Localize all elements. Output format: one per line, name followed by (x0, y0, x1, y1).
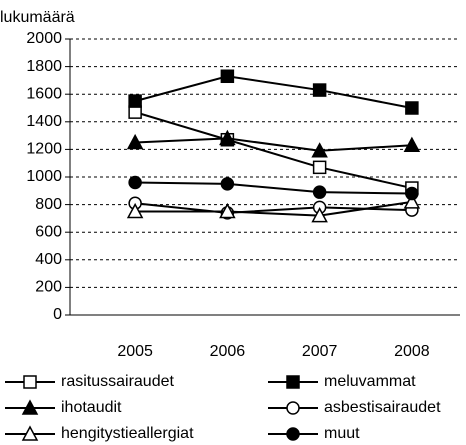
line (135, 200, 413, 217)
marker (312, 83, 327, 97)
y-axis-label: lukumäärä (0, 9, 75, 26)
marker (286, 401, 300, 415)
x-tick-label: 2005 (117, 343, 153, 360)
line (135, 181, 412, 195)
y-tick-label: 600 (35, 223, 62, 240)
marker (219, 129, 236, 146)
legend-label: ihotaudit (61, 399, 122, 416)
marker (220, 177, 235, 191)
legend-label: hengitystieallergiat (61, 425, 194, 442)
marker (286, 427, 300, 441)
y-tick-label: 1800 (26, 58, 62, 75)
line (134, 111, 413, 190)
y-tick-label: 200 (35, 279, 62, 296)
marker (23, 375, 37, 389)
y-tick-label: 2000 (26, 30, 62, 47)
marker (128, 175, 142, 190)
x-tick-label: 2006 (210, 343, 246, 360)
marker (312, 185, 327, 199)
legend-label: rasitussairaudet (61, 373, 175, 390)
marker (21, 425, 39, 441)
x-tick-label: 2008 (394, 343, 430, 360)
legend-label: meluvammat (324, 373, 416, 390)
line (134, 75, 413, 109)
legend-label: muut (324, 425, 360, 442)
x-tick-label: 2007 (302, 343, 338, 360)
marker (220, 69, 235, 84)
marker (126, 133, 144, 150)
y-tick-label: 1600 (26, 85, 62, 102)
marker (403, 136, 421, 153)
marker (405, 186, 419, 201)
y-tick-label: 1400 (26, 113, 62, 130)
marker (286, 375, 300, 389)
marker (405, 101, 419, 115)
marker (128, 94, 142, 108)
y-tick-label: 0 (53, 306, 62, 323)
marker (128, 105, 142, 119)
marker (312, 160, 327, 175)
line (135, 137, 412, 152)
marker (126, 202, 144, 219)
y-tick-label: 1200 (26, 141, 62, 158)
y-tick-label: 800 (35, 196, 62, 213)
legend-label: asbestisairaudet (324, 399, 441, 416)
marker (21, 399, 39, 415)
marker (403, 193, 421, 209)
marker (311, 207, 328, 223)
y-tick-label: 1000 (26, 168, 62, 185)
marker (311, 142, 328, 158)
y-tick-label: 400 (35, 251, 62, 268)
marker (219, 202, 236, 219)
